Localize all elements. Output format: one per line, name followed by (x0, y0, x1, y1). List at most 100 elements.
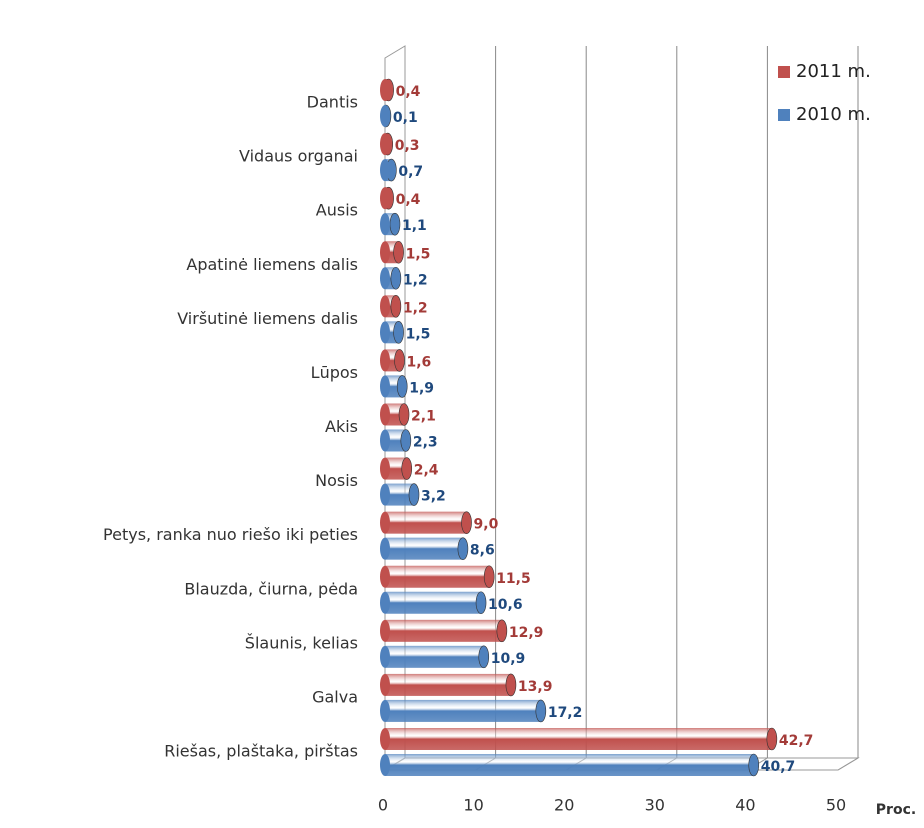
bar-base (380, 673, 390, 696)
x-tick-label: 40 (735, 796, 755, 815)
bar-cap (390, 295, 402, 318)
value-label: 11,5 (496, 571, 531, 587)
bar-base (380, 241, 390, 264)
bar-base (380, 267, 390, 290)
y-tick-label: Vidaus organai (239, 147, 358, 166)
value-label: 2,4 (414, 463, 439, 479)
value-label: 1,5 (406, 326, 431, 342)
value-label: 40,7 (761, 759, 796, 775)
x-axis-label: Proc. (876, 802, 916, 818)
bar-base (380, 565, 390, 588)
bar-cap (394, 349, 405, 372)
y-tick-label: Akis (325, 417, 358, 436)
value-label: 2,3 (413, 435, 438, 451)
bar-cap (398, 403, 410, 426)
bar-base (380, 295, 390, 318)
value-label: 13,9 (518, 679, 553, 695)
y-tick-label: Šlaunis, kelias (245, 633, 358, 652)
x-tick-label: 0 (378, 796, 388, 815)
bar-cap (389, 212, 401, 236)
bar (385, 537, 463, 560)
bar-cap (748, 753, 760, 777)
x-tick-label: 30 (645, 796, 665, 815)
value-label: 17,2 (548, 705, 583, 721)
y-tick-label: Petys, ranka nuo riešo iki peties (103, 525, 358, 544)
bar-cap (396, 375, 408, 398)
bar-base (380, 591, 390, 614)
y-tick-label: Apatinė liemens dalis (186, 255, 358, 274)
bar-base (380, 403, 390, 426)
bar-base (380, 187, 390, 210)
bar-base (380, 159, 390, 182)
bar (385, 483, 414, 506)
legend-label: 2011 m. (796, 61, 871, 82)
bar-cap (393, 321, 404, 344)
bar-cap (766, 727, 778, 751)
bar-cap (461, 511, 472, 534)
bar-cap (408, 483, 420, 506)
bar (385, 267, 396, 290)
bar-base (380, 619, 390, 642)
bar (385, 429, 406, 452)
bar-cap (505, 673, 517, 697)
bar (385, 754, 754, 776)
bar (385, 295, 396, 318)
bar (385, 511, 467, 534)
y-tick-label: Dantis (307, 93, 358, 112)
y-tick-label: Nosis (315, 471, 358, 490)
value-label: 1,5 (406, 246, 431, 262)
bar-cap (393, 240, 404, 264)
value-label: 3,2 (421, 489, 446, 505)
legend-label: 2010 m. (796, 104, 871, 125)
value-label: 0,4 (396, 84, 421, 100)
bar (385, 645, 484, 668)
value-label: 1,9 (409, 380, 434, 396)
bar-base (380, 457, 390, 480)
bar-cap (496, 619, 508, 643)
bar-cap (478, 645, 490, 669)
bar-cap (457, 537, 469, 560)
value-label: 1,1 (402, 218, 427, 234)
value-label: 0,7 (398, 164, 423, 180)
bar-cap (483, 565, 495, 589)
x-tick (837, 757, 859, 771)
bar-base (380, 105, 390, 127)
legend-swatch (778, 66, 790, 78)
y-tick-label: Viršutinė liemens dalis (177, 309, 358, 328)
value-label: 0,4 (396, 192, 421, 208)
bar (385, 699, 541, 722)
x-tick-label: 50 (826, 796, 846, 815)
bar-base (380, 699, 390, 722)
bar (385, 673, 511, 696)
bar-base (380, 133, 390, 156)
bar-cap (400, 429, 412, 452)
value-label: 0,3 (395, 138, 420, 154)
bar-base (380, 429, 390, 452)
bar-cap (475, 591, 487, 615)
bar (385, 591, 482, 614)
bar-base (380, 79, 390, 101)
bar-base (380, 349, 390, 372)
bar (385, 728, 772, 750)
value-label: 1,6 (406, 354, 431, 370)
bar-base (380, 728, 390, 750)
x-tick-label: 20 (554, 796, 574, 815)
bar-cap (401, 457, 413, 480)
value-label: 12,9 (509, 625, 544, 641)
legend-swatch (778, 109, 790, 121)
bar-base (380, 645, 390, 668)
bar (385, 403, 405, 426)
y-tick-label: Lūpos (311, 363, 358, 382)
bar-base (380, 375, 390, 398)
bar-base (380, 511, 390, 534)
bar (385, 619, 502, 642)
y-tick-label: Ausis (316, 201, 358, 220)
bar-base (380, 321, 390, 344)
bar-base (380, 537, 390, 560)
value-label: 9,0 (474, 517, 499, 533)
bar-base (380, 213, 390, 236)
bar-base (380, 483, 390, 506)
value-label: 42,7 (779, 733, 814, 749)
y-tick-label: Galva (312, 687, 358, 706)
